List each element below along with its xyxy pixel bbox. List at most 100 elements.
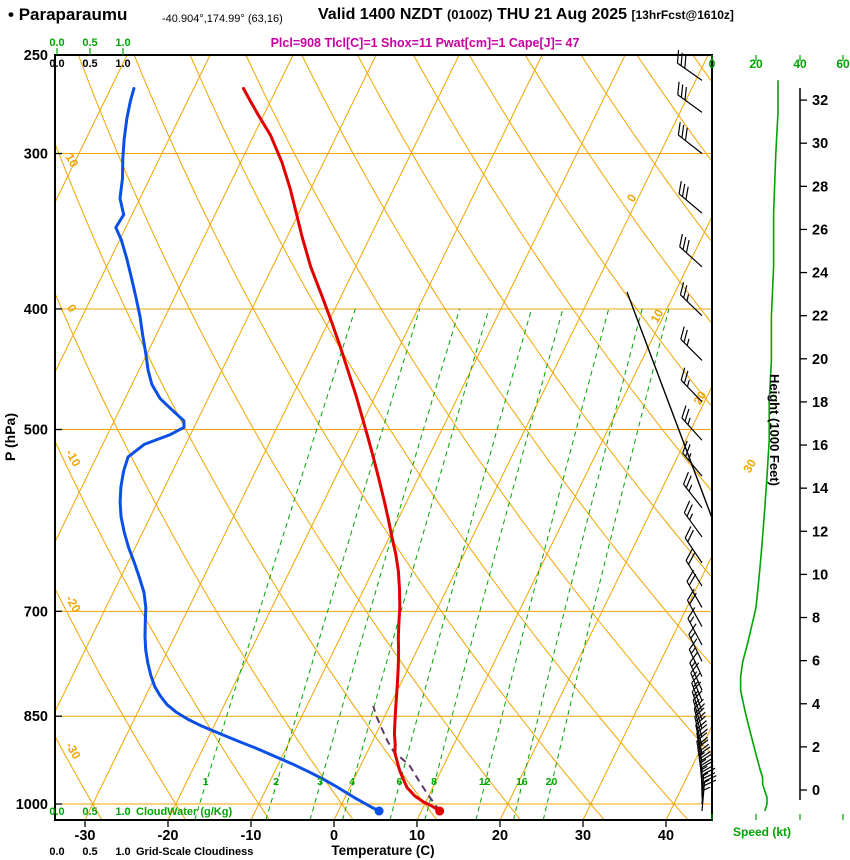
- svg-text:0: 0: [709, 57, 716, 71]
- station-grid-ref: (63,16): [247, 13, 283, 25]
- valid-prefix: Valid 1400 NZDT: [318, 6, 443, 23]
- station-name: Paraparaumu: [18, 5, 128, 24]
- svg-text:1.0: 1.0: [115, 846, 130, 858]
- svg-text:26: 26: [812, 222, 828, 238]
- svg-text:10: 10: [812, 567, 828, 583]
- svg-text:30: 30: [575, 828, 591, 844]
- svg-text:6: 6: [396, 776, 402, 788]
- mixing-ratio-labels: 1 2 3 4 6 8 12 16 20: [203, 776, 558, 788]
- svg-text:20: 20: [812, 352, 828, 368]
- station-title: • Paraparaumu: [8, 5, 127, 25]
- svg-text:12: 12: [479, 776, 491, 788]
- svg-text:20: 20: [691, 388, 710, 407]
- svg-text:0: 0: [64, 302, 80, 315]
- svg-text:16: 16: [812, 438, 828, 454]
- svg-text:CloudWater (g/Kg): CloudWater (g/Kg): [136, 806, 232, 818]
- svg-text:-10: -10: [63, 447, 84, 469]
- svg-text:2: 2: [273, 776, 279, 788]
- dry-adiabat-labels: 10 0 -10 -20 -30: [62, 151, 83, 762]
- svg-text:4: 4: [812, 697, 820, 713]
- svg-text:10: 10: [648, 306, 667, 325]
- svg-text:32: 32: [812, 93, 828, 109]
- temperature-axis-title: Temperature (C): [331, 843, 434, 858]
- svg-text:P (hPa): P (hPa): [2, 413, 18, 461]
- svg-text:0.0: 0.0: [49, 37, 64, 49]
- svg-text:3: 3: [317, 776, 323, 788]
- stability-parameters: Plcl=908 Tlcl[C]=1 Shox=11 Pwat[cm]=1 Ca…: [270, 36, 580, 50]
- temperature-curve: [242, 87, 442, 813]
- svg-text:300: 300: [24, 147, 48, 163]
- svg-text:18: 18: [812, 395, 828, 411]
- svg-text:850: 850: [24, 709, 48, 725]
- pressure-axis-title: P (hPa): [2, 413, 18, 461]
- svg-text:0: 0: [812, 783, 820, 799]
- station-bullet: •: [8, 5, 14, 24]
- sounding-curves: [114, 87, 442, 813]
- reference-diagonal-line: [626, 291, 713, 519]
- svg-text:10: 10: [409, 828, 425, 844]
- svg-text:8: 8: [431, 776, 437, 788]
- svg-text:8: 8: [812, 611, 820, 627]
- svg-text:0.0: 0.0: [49, 58, 64, 70]
- svg-text:2: 2: [812, 740, 820, 756]
- svg-text:1.0: 1.0: [115, 58, 130, 70]
- svg-text:1.0: 1.0: [115, 37, 130, 49]
- svg-text:-20: -20: [63, 593, 84, 615]
- svg-text:-10: -10: [241, 828, 262, 844]
- surface-markers: [374, 806, 445, 816]
- svg-text:Temperature (C): Temperature (C): [331, 843, 434, 858]
- svg-text:0.5: 0.5: [82, 806, 97, 818]
- grid-scale-cloudiness-scale: 0.0 0.0 0.5 0.5 1.0 1.0 Grid-Scale Cloudiness: [49, 58, 253, 858]
- wind-barbs: [676, 50, 717, 812]
- svg-text:60: 60: [836, 57, 850, 71]
- svg-text:24: 24: [812, 266, 828, 282]
- svg-text:700: 700: [24, 604, 48, 620]
- svg-text:Grid-Scale Cloudiness: Grid-Scale Cloudiness: [136, 846, 253, 858]
- valid-time-title: Valid 1400 NZDT (0100Z) THU 21 Aug 2025 …: [318, 6, 734, 24]
- surface-temperature-dot: [435, 806, 445, 816]
- svg-text:20: 20: [749, 57, 763, 71]
- skewt-grid: [55, 55, 712, 820]
- svg-text:1.0: 1.0: [115, 806, 130, 818]
- svg-text:40: 40: [658, 828, 674, 844]
- svg-text:40: 40: [793, 57, 807, 71]
- svg-text:12: 12: [812, 524, 828, 540]
- svg-text:-30: -30: [75, 828, 96, 844]
- station-coordinates: -40.904°,174.99° (63,16): [162, 13, 283, 25]
- svg-text:Speed (kt): Speed (kt): [733, 825, 791, 839]
- svg-text:16: 16: [516, 776, 528, 788]
- svg-text:20: 20: [546, 776, 558, 788]
- svg-text:28: 28: [812, 179, 828, 195]
- pressure-labels: 250 300 400 500 700 850 1000: [16, 48, 62, 813]
- svg-text:0.5: 0.5: [82, 58, 97, 70]
- svg-text:1000: 1000: [16, 797, 48, 813]
- plot-border: [54, 54, 713, 821]
- svg-text:0: 0: [624, 191, 640, 204]
- svg-text:0.0: 0.0: [49, 846, 64, 858]
- svg-text:1: 1: [203, 776, 209, 788]
- forecast-reference: [13hrFcst@1610z]: [631, 8, 734, 22]
- svg-text:-20: -20: [158, 828, 179, 844]
- svg-text:30: 30: [740, 456, 759, 475]
- svg-text:22: 22: [812, 309, 828, 325]
- mixing-ratio-lines: [194, 308, 670, 820]
- svg-text:-30: -30: [63, 739, 84, 761]
- svg-text:0.5: 0.5: [82, 37, 97, 49]
- wind-speed-curve: [739, 80, 779, 812]
- svg-text:0.5: 0.5: [82, 846, 97, 858]
- cloudwater-scale: 0.0 0.0 0.5 0.5 1.0 1.0 CloudWater (g/Kg): [49, 37, 232, 818]
- station-latlon: -40.904°,174.99°: [162, 13, 245, 25]
- svg-text:30: 30: [812, 136, 828, 152]
- svg-text:500: 500: [24, 423, 48, 439]
- valid-utc: (0100Z): [446, 7, 493, 22]
- surface-dewpoint-dot: [374, 806, 384, 816]
- svg-text:6: 6: [812, 654, 820, 670]
- dewpoint-curve: [114, 87, 381, 813]
- svg-text:0: 0: [330, 828, 338, 844]
- svg-text:14: 14: [812, 481, 828, 497]
- svg-text:10: 10: [62, 151, 81, 170]
- svg-text:Height (1000 Feet): Height (1000 Feet): [767, 374, 782, 486]
